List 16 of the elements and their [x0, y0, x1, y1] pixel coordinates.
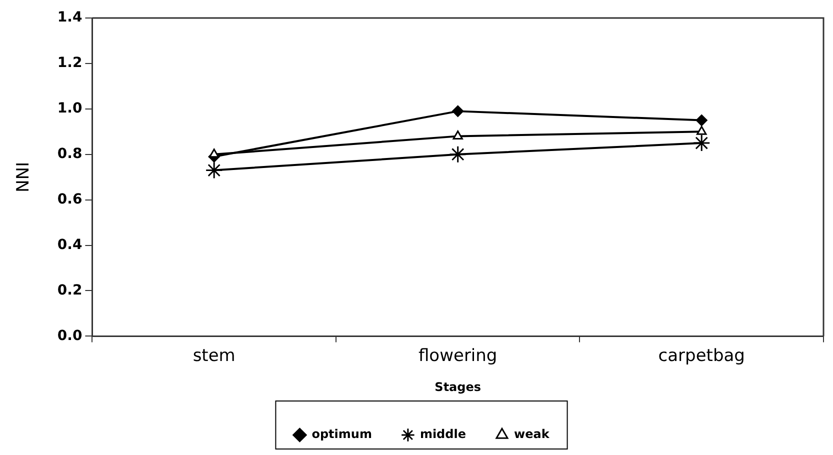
y-tick-label: 0.6: [57, 191, 82, 208]
legend-label: optimum: [312, 427, 372, 442]
x-tick-label: stem: [192, 346, 236, 366]
y-axis-title: NNI: [14, 162, 34, 192]
y-tick-label: 0.0: [57, 328, 82, 344]
x-axis-title: Stages: [434, 380, 482, 394]
legend-label: middle: [420, 427, 466, 442]
x-tick-label: carpetbag: [658, 346, 745, 366]
x-tick-label: flowering: [418, 346, 498, 366]
y-tick-label: 0.2: [57, 282, 82, 298]
y-tick-label: 1.4: [57, 10, 82, 26]
y-tick-label: 1.0: [57, 100, 82, 117]
y-tick-label: 1.2: [57, 55, 82, 72]
y-tick-label: 0.4: [57, 236, 82, 253]
y-tick-label: 0.8: [57, 146, 82, 162]
legend-label: weak: [514, 427, 550, 442]
